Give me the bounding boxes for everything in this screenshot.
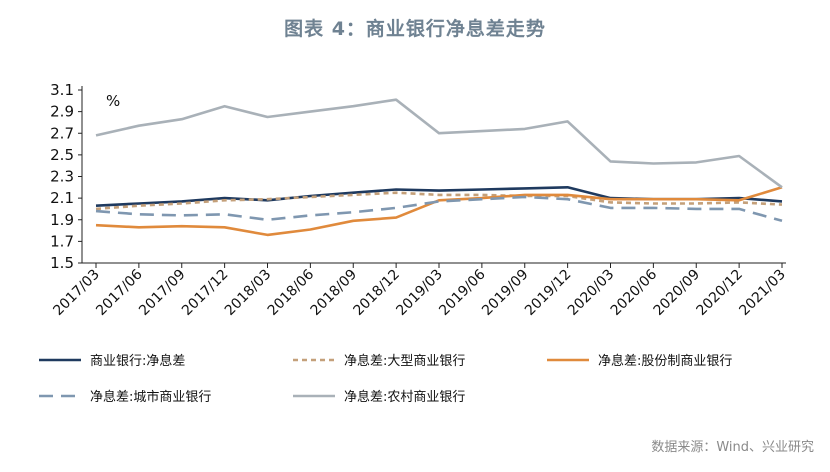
x-tick-label: 2018/06 bbox=[265, 266, 318, 319]
legend-item: 净息差:农村商业银行 bbox=[292, 386, 465, 405]
y-tick-label: 2.3 bbox=[50, 168, 74, 186]
source-note: 数据来源：Wind、兴业研究 bbox=[651, 440, 814, 455]
series-line-3 bbox=[95, 186, 783, 237]
x-tick-label: 2017/03 bbox=[50, 267, 102, 319]
y-tick-label: 2.1 bbox=[50, 189, 74, 207]
y-tick-label: 2.9 bbox=[50, 103, 74, 121]
x-tick-label: 2018/12 bbox=[351, 267, 403, 319]
legend-item: 商业银行:净息差 bbox=[38, 350, 185, 369]
x-tick-label: 2017/06 bbox=[93, 266, 146, 319]
legend-label: 净息差:大型商业银行 bbox=[344, 354, 466, 369]
legend-label: 净息差:城市商业银行 bbox=[90, 390, 212, 405]
x-tick-label: 2017/09 bbox=[136, 267, 188, 319]
unit-label: % bbox=[106, 92, 120, 110]
legend-item: 净息差:股份制商业银行 bbox=[546, 350, 732, 369]
x-tick-label: 2018/03 bbox=[222, 267, 274, 319]
legend-swatch bbox=[547, 358, 589, 361]
legend-label: 净息差:股份制商业银行 bbox=[598, 354, 733, 369]
legend-label: 商业银行:净息差 bbox=[90, 354, 186, 369]
y-tick-label: 3.1 bbox=[50, 81, 74, 99]
x-tick-label: 2019/12 bbox=[522, 267, 574, 319]
chart-title: 图表 4：商业银行净息差走势 bbox=[284, 18, 546, 40]
series-line-5 bbox=[95, 98, 783, 189]
y-tick-label: 1.9 bbox=[50, 211, 74, 229]
series-line-2 bbox=[95, 191, 783, 211]
y-tick-label: 1.7 bbox=[50, 232, 74, 250]
y-tick-label: 2.7 bbox=[50, 124, 74, 142]
legend-item: 净息差:大型商业银行 bbox=[292, 350, 465, 369]
x-tick-label: 2019/09 bbox=[479, 267, 531, 319]
x-tick-label: 2017/12 bbox=[179, 267, 231, 319]
series-layer bbox=[95, 98, 783, 237]
x-tick-label: 2020/06 bbox=[608, 266, 661, 319]
legend-swatch bbox=[39, 394, 81, 397]
legend-swatch bbox=[293, 394, 335, 397]
y-tick-label: 2.5 bbox=[50, 146, 74, 164]
legend-label: 净息差:农村商业银行 bbox=[344, 390, 466, 405]
x-tick-label: 2021/03 bbox=[736, 267, 788, 319]
x-tick-label: 2018/09 bbox=[308, 267, 360, 319]
x-tick-label: 2020/12 bbox=[694, 267, 746, 319]
series-line-4 bbox=[95, 195, 783, 223]
legend-item: 净息差:城市商业银行 bbox=[38, 386, 211, 405]
y-tick-label: 1.5 bbox=[50, 254, 74, 272]
x-tick-label: 2019/06 bbox=[436, 266, 489, 319]
x-tick-label: 2020/09 bbox=[651, 267, 703, 319]
x-tick-label: 2019/03 bbox=[393, 267, 445, 319]
legend-swatch bbox=[293, 358, 335, 361]
x-tick-label: 2020/03 bbox=[565, 267, 617, 319]
legend-swatch bbox=[39, 358, 81, 361]
